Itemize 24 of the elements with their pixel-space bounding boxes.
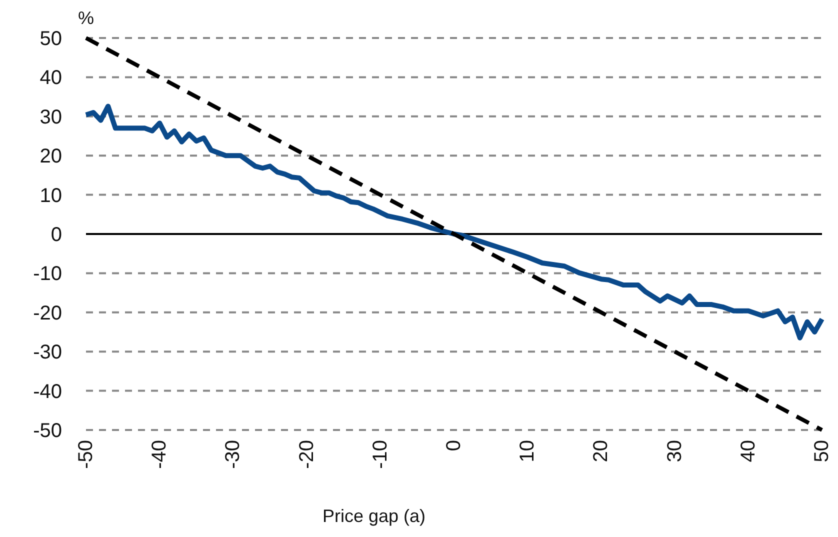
y-tick-label: -50 — [33, 420, 62, 442]
y-tick-label: 50 — [40, 28, 62, 50]
x-tick-label: 0 — [443, 440, 465, 452]
x-tick-label: -10 — [369, 440, 392, 469]
x-axis-title: Price gap (a) — [322, 506, 426, 526]
y-axis-title: % — [78, 8, 94, 28]
y-tick-label: 10 — [40, 184, 62, 207]
y-tick-label: -20 — [33, 302, 62, 324]
y-tick-label: -40 — [33, 380, 62, 403]
x-tick-label: 20 — [590, 440, 612, 462]
x-tick-label: -30 — [222, 440, 244, 469]
x-tick-label: 50 — [811, 440, 833, 462]
y-tick-label: 30 — [40, 106, 62, 128]
y-tick-label: -30 — [33, 342, 62, 364]
x-tick-label: -20 — [296, 440, 318, 469]
x-tick-label: 10 — [516, 440, 539, 462]
x-tick-label: -40 — [148, 440, 171, 469]
y-tick-label: 40 — [40, 67, 62, 90]
y-tick-label: 20 — [40, 146, 62, 168]
x-tick-label: 30 — [664, 440, 686, 462]
y-tick-label: -10 — [33, 263, 62, 286]
y-tick-label: 0 — [50, 224, 62, 246]
x-tick-label: -50 — [75, 440, 97, 469]
x-tick-label: 40 — [737, 440, 760, 462]
